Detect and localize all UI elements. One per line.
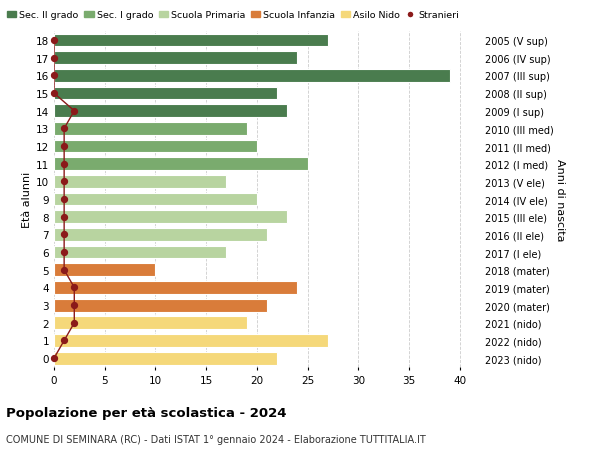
Bar — [54, 70, 449, 83]
Bar — [54, 88, 277, 100]
Point — [59, 125, 69, 133]
Point — [59, 196, 69, 203]
Point — [70, 302, 79, 309]
Bar — [54, 193, 257, 206]
Bar — [54, 317, 247, 330]
Point — [59, 337, 69, 344]
Bar — [54, 140, 257, 153]
Point — [49, 37, 59, 45]
Point — [49, 355, 59, 362]
Bar — [54, 246, 226, 259]
Point — [59, 179, 69, 186]
Bar — [54, 123, 247, 135]
Point — [49, 90, 59, 97]
Bar — [54, 229, 267, 241]
Bar — [54, 211, 287, 224]
Bar — [54, 52, 298, 65]
Point — [70, 284, 79, 291]
Bar — [54, 34, 328, 47]
Bar — [54, 105, 287, 118]
Point — [59, 143, 69, 151]
Text: COMUNE DI SEMINARA (RC) - Dati ISTAT 1° gennaio 2024 - Elaborazione TUTTITALIA.I: COMUNE DI SEMINARA (RC) - Dati ISTAT 1° … — [6, 434, 426, 444]
Point — [59, 213, 69, 221]
Point — [59, 267, 69, 274]
Point — [70, 108, 79, 115]
Point — [59, 231, 69, 239]
Bar — [54, 299, 267, 312]
Bar — [54, 176, 226, 188]
Point — [59, 249, 69, 256]
Point — [49, 55, 59, 62]
Y-axis label: Età alunni: Età alunni — [22, 172, 32, 228]
Bar — [54, 264, 155, 277]
Y-axis label: Anni di nascita: Anni di nascita — [555, 158, 565, 241]
Legend: Sec. II grado, Sec. I grado, Scuola Primaria, Scuola Infanzia, Asilo Nido, Stran: Sec. II grado, Sec. I grado, Scuola Prim… — [3, 7, 463, 24]
Bar — [54, 352, 277, 365]
Point — [59, 161, 69, 168]
Bar — [54, 158, 308, 171]
Point — [70, 319, 79, 327]
Bar — [54, 281, 298, 294]
Bar — [54, 335, 328, 347]
Point — [49, 73, 59, 80]
Text: Popolazione per età scolastica - 2024: Popolazione per età scolastica - 2024 — [6, 406, 287, 419]
